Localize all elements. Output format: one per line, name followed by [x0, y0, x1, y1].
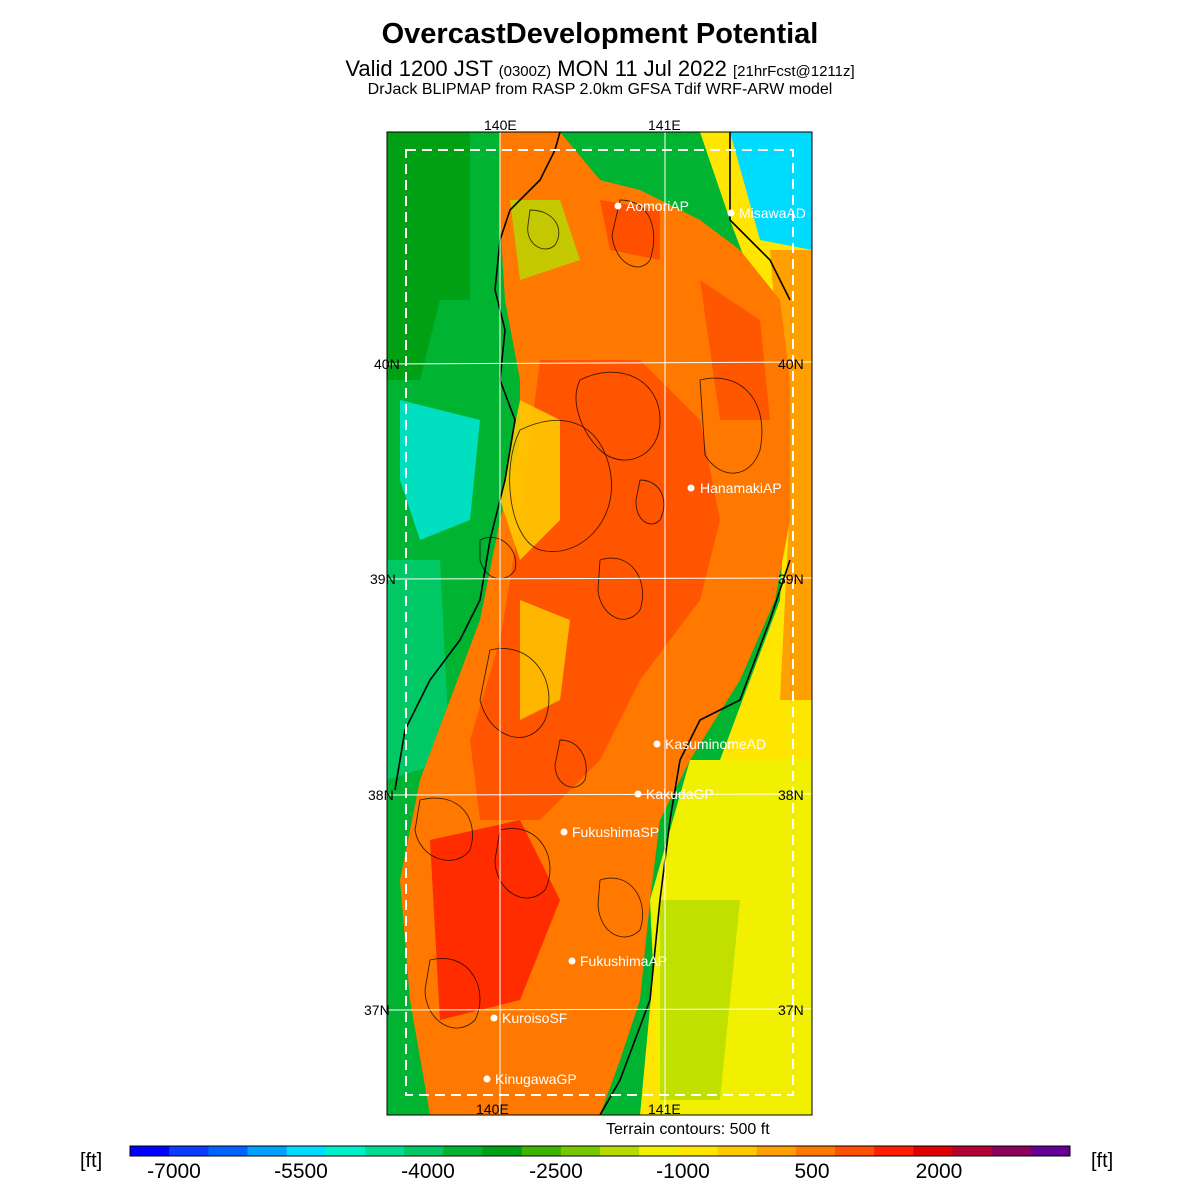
site-marker: [614, 202, 622, 210]
site-marker: [653, 740, 661, 748]
lon-label-top-140e: 140E: [484, 117, 517, 133]
site-marker: [568, 957, 576, 965]
colorbar-tick-label: -2500: [529, 1160, 583, 1183]
colorbar-swatch: [130, 1146, 170, 1156]
site-marker: [483, 1075, 491, 1083]
colorbar-swatch: [521, 1146, 562, 1156]
site-label: MisawaAD: [739, 205, 806, 221]
colorbar-tick-label: -4000: [401, 1160, 455, 1183]
colorbar-swatch: [286, 1146, 327, 1156]
site-misawa-ad[interactable]: MisawaAD: [727, 205, 806, 221]
colorbar-swatch: [913, 1146, 953, 1156]
colorbar-swatch: [600, 1146, 640, 1156]
lat-label-left-40n: 40N: [374, 356, 400, 372]
site-label: KasuminomeAD: [665, 736, 766, 752]
lat-label-left-39n: 39N: [370, 571, 396, 587]
lat-label-right-40n: 40N: [778, 356, 804, 372]
colorbar-tick-label: 500: [794, 1160, 829, 1183]
utc-time: (0300Z): [498, 63, 552, 80]
colorbar-tick-labels: -7000 -5500 -4000 -2500 -1000 500 2000: [147, 1160, 962, 1183]
site-kasuminome-ad[interactable]: KasuminomeAD: [653, 736, 767, 752]
lon-label-bottom-140e: 140E: [476, 1101, 509, 1117]
colorbar-swatch: [365, 1146, 405, 1156]
site-marker: [634, 790, 642, 798]
site-label: AomoriAP: [626, 198, 689, 214]
colorbar-frame: [129, 1145, 1071, 1157]
colorbar-unit-right: [ft]: [1091, 1150, 1114, 1172]
site-marker: [687, 484, 695, 492]
site-aomori-ap[interactable]: AomoriAP: [614, 198, 690, 214]
valid-date: MON 11 Jul 2022: [557, 56, 727, 81]
colorbar-tick-label: 2000: [916, 1160, 963, 1183]
terrain-contour-note: Terrain contours: 500 ft: [606, 1121, 770, 1138]
lon-label-bottom-141e: 141E: [648, 1101, 681, 1117]
site-label: KuroisoSF: [502, 1010, 567, 1026]
colorbar-swatch: [795, 1146, 836, 1156]
colorbar-tick-label: -1000: [656, 1160, 710, 1183]
chart-title: OvercastDevelopment Potential: [381, 18, 819, 50]
colorbar-swatch: [835, 1146, 875, 1156]
inner-domain-boundary: [405, 149, 794, 1096]
forecast-info: [21hrFcst@1211z]: [732, 63, 855, 80]
lat-label-left-38n: 38N: [368, 787, 394, 803]
colorbar-tick-label: -5500: [274, 1160, 328, 1183]
lat-lon-grid: [387, 132, 812, 1115]
site-marker: [727, 209, 735, 217]
colorbar-unit-left: [ft]: [80, 1150, 103, 1172]
valid-time-line: Valid 1200 JST (0300Z) MON 11 Jul 2022 […: [0, 56, 1200, 82]
valid-prefix: Valid 1200 JST: [345, 56, 493, 81]
colorbar-swatch: [756, 1146, 797, 1156]
model-description: DrJack BLIPMAP from RASP 2.0km GFSA Tdif…: [367, 81, 833, 98]
colorbar-swatch: [952, 1146, 993, 1156]
colorbar-swatch: [678, 1146, 718, 1156]
colorbar-swatch: [247, 1146, 288, 1156]
lat-label-right-37n: 37N: [778, 1002, 804, 1018]
colorbar: [129, 1145, 1071, 1157]
colorbar-swatch: [443, 1146, 483, 1156]
coastline: [394, 132, 791, 1115]
colorbar-tick-label: -7000: [147, 1160, 201, 1183]
map-frame: [386, 131, 813, 1116]
site-hanamaki-ap[interactable]: HanamakiAP: [687, 480, 782, 496]
colorbar-swatch: [325, 1146, 366, 1156]
colorbar-swatch: [717, 1146, 758, 1156]
site-label: FukushimaSP: [572, 824, 659, 840]
colorbar-swatch: [208, 1146, 248, 1156]
lat-label-left-37n: 37N: [364, 1002, 390, 1018]
lon-label-top-141e: 141E: [648, 117, 681, 133]
site-kinugawa-gp[interactable]: KinugawaGP: [483, 1071, 577, 1087]
site-kakuda-gp[interactable]: KakudaGP: [634, 786, 714, 802]
colorbar-swatch: [404, 1146, 444, 1156]
colorbar-swatch: [991, 1146, 1032, 1156]
site-label: KakudaGP: [646, 786, 714, 802]
site-label: HanamakiAP: [700, 480, 782, 496]
map-field: [387, 132, 812, 1115]
colorbar-swatch: [1030, 1146, 1071, 1156]
site-label: FukushimaAP: [580, 953, 667, 969]
site-label: KinugawaGP: [495, 1071, 577, 1087]
colorbar-swatch: [169, 1146, 209, 1156]
site-fukushima-ap[interactable]: FukushimaAP: [568, 953, 668, 969]
colorbar-swatch: [560, 1146, 601, 1156]
lat-label-right-39n: 39N: [778, 571, 804, 587]
colorbar-swatch: [874, 1146, 914, 1156]
terrain-contours: [414, 199, 763, 1029]
site-marker: [560, 828, 568, 836]
site-marker: [490, 1014, 498, 1022]
colorbar-swatch: [639, 1146, 679, 1156]
site-kuroiso-sf[interactable]: KuroisoSF: [490, 1010, 568, 1026]
colorbar-swatch: [482, 1146, 523, 1156]
lat-label-right-38n: 38N: [778, 787, 804, 803]
site-fukushima-sp[interactable]: FukushimaSP: [560, 824, 660, 840]
